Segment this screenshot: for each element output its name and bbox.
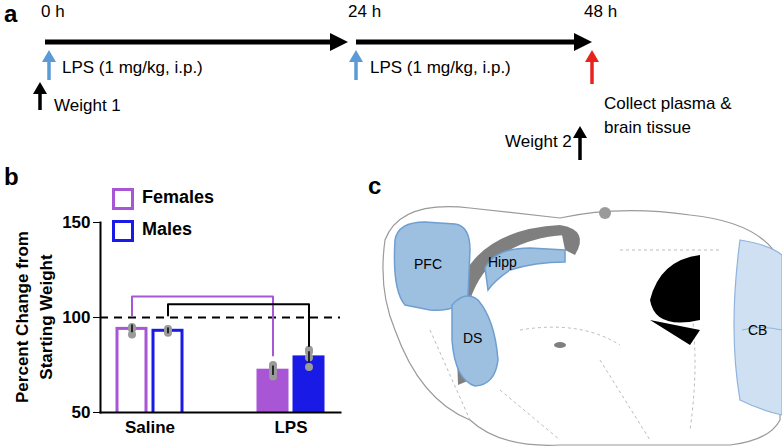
html-text:0 h: 0 h [41,2,65,21]
html-text:48 h: 48 h [584,2,618,21]
svg-text:50: 50 [72,403,91,422]
html-text:LPS (1 mg/kg, i.p.): LPS (1 mg/kg, i.p.) [370,58,511,77]
svg-text:100: 100 [62,308,90,327]
html-text:Collect plasma & brain tissue: Collect plasma & brain tissue [604,94,732,137]
html-text:Weight 2: Weight 2 [505,132,572,151]
html-text:Weight 1: Weight 1 [54,96,121,115]
html-text:a: a [4,0,18,27]
svg-text:Saline: Saline [125,418,175,437]
svg-text:150: 150 [62,213,90,232]
svg-text:LPS: LPS [274,418,307,437]
html-text:b: b [4,163,19,190]
html-text:24 h: 24 h [348,2,382,21]
html-text:c: c [368,172,382,199]
html-text:PFC: PFC [414,256,442,272]
html-text:DS: DS [463,330,483,346]
html-text:Hipp: Hipp [488,254,517,270]
html-text:Percent Change from Starting W: Percent Change from Starting Weight [13,231,56,403]
html-text:LPS (1 mg/kg, i.p.): LPS (1 mg/kg, i.p.) [62,58,203,77]
html-text:Males: Males [142,219,192,239]
html-text:Females: Females [142,187,214,207]
html-text:CB: CB [748,322,768,338]
